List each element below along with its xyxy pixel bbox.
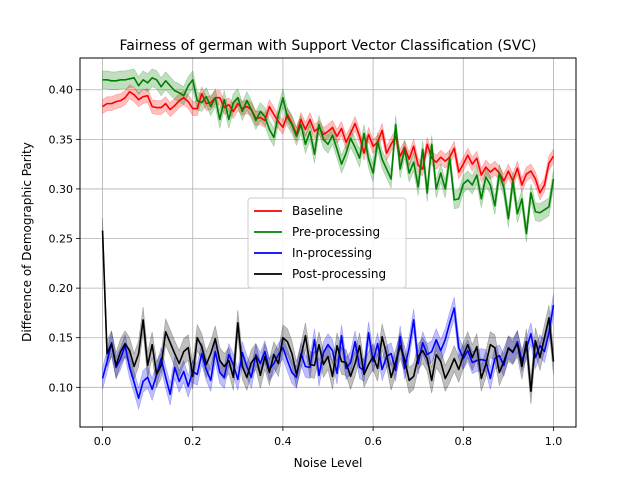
y-tick-label: 0.25 bbox=[49, 233, 74, 246]
x-tick-label: 0.8 bbox=[455, 435, 473, 448]
legend-label: Pre-processing bbox=[292, 225, 380, 239]
chart-title: Fairness of german with Support Vector C… bbox=[119, 38, 536, 54]
series-band-2 bbox=[102, 68, 554, 243]
series-line-4 bbox=[101, 230, 555, 393]
series-band-4 bbox=[102, 217, 554, 405]
y-tick-label: 0.15 bbox=[49, 332, 74, 345]
series-lines bbox=[101, 77, 555, 400]
y-tick-label: 0.40 bbox=[49, 84, 74, 97]
x-tick-label: 0.4 bbox=[274, 435, 292, 448]
y-tick-label: 0.35 bbox=[49, 133, 74, 146]
axis-ticks: 0.0 0.2 0.4 0.6 0.8 1.0 0.10 0.15 0.20 0.25 0.30 0.… bbox=[49, 84, 563, 448]
legend-label: Baseline bbox=[292, 204, 343, 218]
x-axis-label: Noise Level bbox=[294, 456, 363, 470]
series-band-3 bbox=[102, 294, 554, 411]
y-axis-label: Difference of Demographic Parity bbox=[20, 142, 34, 342]
x-tick-label: 0.6 bbox=[364, 435, 382, 448]
x-tick-label: 0.2 bbox=[184, 435, 202, 448]
x-tick-label: 0.0 bbox=[94, 435, 112, 448]
legend-label: In-processing bbox=[292, 246, 372, 260]
series-line-2 bbox=[102, 77, 555, 235]
y-tick-label: 0.20 bbox=[49, 282, 74, 295]
y-tick-label: 0.10 bbox=[49, 381, 74, 394]
legend-label: Post-processing bbox=[292, 267, 386, 281]
y-tick-label: 0.30 bbox=[49, 183, 74, 196]
series-line-1 bbox=[102, 90, 555, 194]
x-tick-label: 1.0 bbox=[545, 435, 563, 448]
legend: Baseline Pre-processing In-processing Post-… bbox=[247, 197, 407, 289]
legend-box bbox=[247, 197, 407, 289]
axes-frame bbox=[79, 57, 577, 428]
